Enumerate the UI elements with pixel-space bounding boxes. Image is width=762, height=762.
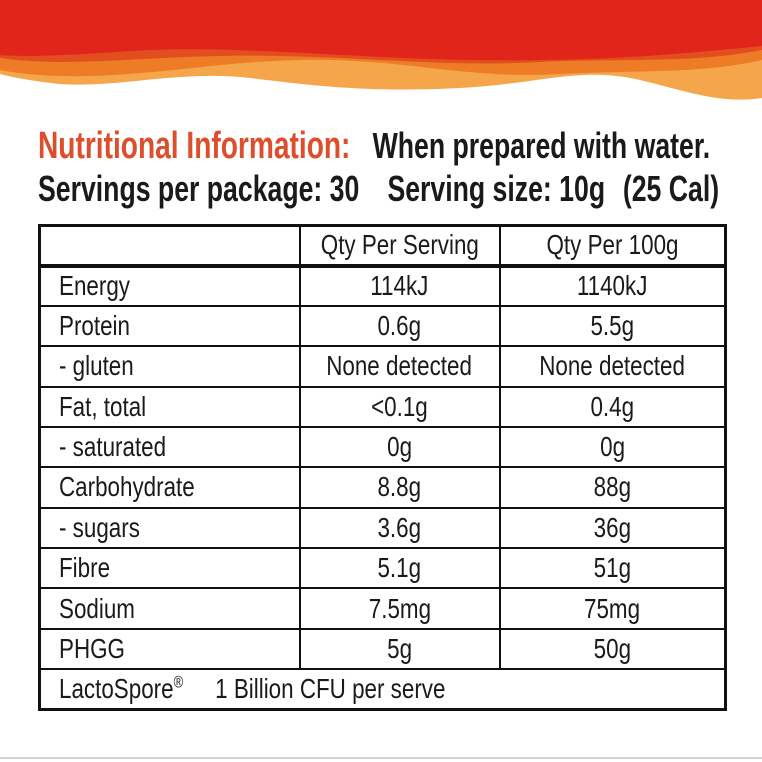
row-label: - sugars xyxy=(59,511,140,543)
qty-per-100g-value: 50g xyxy=(593,632,631,664)
qty-per-100g-value: 1140kJ xyxy=(576,270,648,302)
qty-per-100g-value: 5.5g xyxy=(590,310,635,342)
calories: (25 Cal) xyxy=(622,168,720,209)
qty-per-serving-value: <0.1g xyxy=(371,390,428,422)
qty-per-100g-value: 75mg xyxy=(584,592,641,624)
table-row-sodium: Sodium 7.5mg 75mg xyxy=(38,587,727,630)
table-row-lactospore: LactoSpore® 1 Billion CFU per serve xyxy=(38,668,727,711)
nutrition-table: Qty Per Serving Qty Per 100g Energy 114k… xyxy=(38,224,727,711)
qty-per-serving-value: 3.6g xyxy=(377,511,422,543)
table-row-phgg: PHGG 5g 50g xyxy=(38,627,727,671)
row-label: Carbohydrate xyxy=(59,471,195,503)
qty-per-serving-value: 114kJ xyxy=(370,270,429,302)
table-row-fat-total: Fat, total <0.1g 0.4g xyxy=(38,385,727,428)
row-label: PHGG xyxy=(59,632,125,664)
header-blank-cell xyxy=(38,224,301,268)
serving-size: Serving size: 10g xyxy=(387,168,606,209)
table-row-energy: Energy 114kJ 1140kJ xyxy=(38,264,727,307)
row-label: Sodium xyxy=(59,592,135,624)
row-label: - gluten xyxy=(59,350,134,382)
qty-per-100g-value: None detected xyxy=(539,350,686,382)
row-label: Fat, total xyxy=(59,390,147,422)
qty-per-100g-value: 51g xyxy=(593,552,631,584)
qty-per-100g-value: 36g xyxy=(593,511,631,543)
table-row-gluten: - gluten None detected None detected xyxy=(38,345,727,388)
table-header-row: Qty Per Serving Qty Per 100g xyxy=(38,224,727,268)
table-row-carbohydrate: Carbohydrate 8.8g 88g xyxy=(38,466,727,509)
qty-per-serving-value: None detected xyxy=(326,350,473,382)
qty-per-serving-value: 8.8g xyxy=(377,471,422,503)
servings-line: Servings per package: 30 Serving size: 10… xyxy=(38,168,719,210)
servings-per-package: Servings per package: 30 xyxy=(38,168,360,209)
qty-per-serving-value: 7.5mg xyxy=(368,592,431,624)
row-label: Energy xyxy=(59,270,130,302)
wave-banner xyxy=(0,0,762,100)
headline: Nutritional Information: When prepared wi… xyxy=(38,124,710,176)
qty-per-100g-value: 0g xyxy=(599,431,625,463)
row-label: Fibre xyxy=(59,552,111,584)
bottom-divider xyxy=(0,757,762,759)
page-subtitle: When prepared with water. xyxy=(372,125,711,166)
table-row-saturated: - saturated 0g 0g xyxy=(38,425,727,469)
lactospore-value: 1 Billion CFU per serve xyxy=(215,673,446,705)
qty-per-100g-value: 88g xyxy=(593,471,631,503)
table-row-protein: Protein 0.6g 5.5g xyxy=(38,304,727,348)
qty-per-serving-value: 0.6g xyxy=(377,310,422,342)
header-qty-per-serving: Qty Per Serving xyxy=(298,224,501,268)
wave-red-shape xyxy=(0,0,762,61)
table-row-fibre: Fibre 5.1g 51g xyxy=(38,547,727,590)
qty-per-serving-value: 5.1g xyxy=(377,552,422,584)
header-qty-per-100g: Qty Per 100g xyxy=(498,224,727,268)
qty-per-100g-value: 0.4g xyxy=(590,390,635,422)
table-row-sugars: - sugars 3.6g 36g xyxy=(38,506,727,550)
lactospore-name: LactoSpore xyxy=(59,673,174,705)
row-label: Protein xyxy=(59,310,130,342)
qty-per-serving-value: 0g xyxy=(387,431,412,463)
qty-per-serving-value: 5g xyxy=(387,632,412,664)
lactospore-text: LactoSpore® 1 Billion CFU per serve xyxy=(59,673,445,705)
registered-trademark-symbol: ® xyxy=(173,673,184,692)
page-title: Nutritional Information: xyxy=(38,125,351,167)
row-label: - saturated xyxy=(59,431,167,463)
